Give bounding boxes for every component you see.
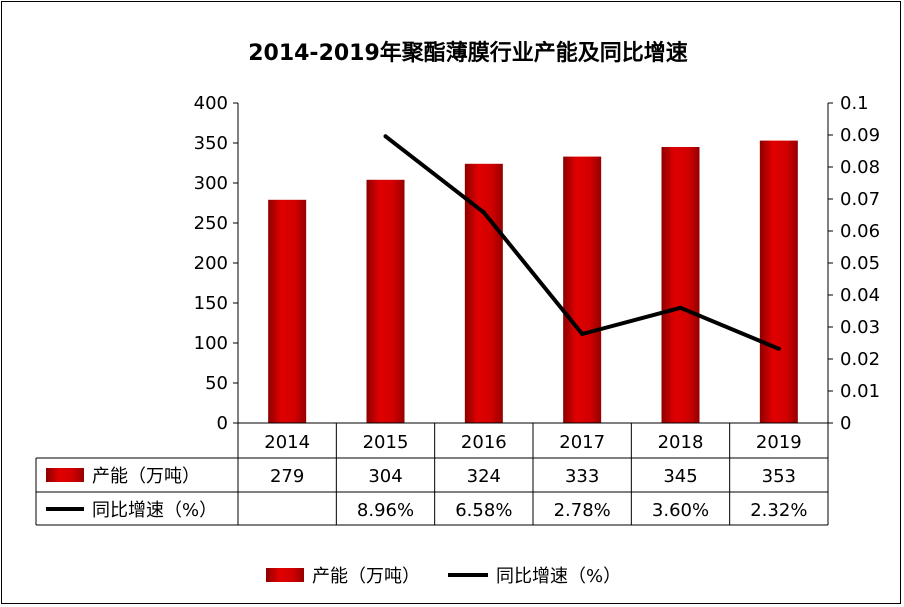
growth-point xyxy=(383,134,388,139)
table-cell: 2.78% xyxy=(554,500,611,521)
bar xyxy=(563,156,602,423)
legend-line-label: 同比增速（%） xyxy=(496,566,621,587)
bar xyxy=(464,163,503,424)
y-right-tick-label: 0.01 xyxy=(840,381,880,402)
y-left-tick-label: 100 xyxy=(194,333,228,354)
y-right-tick-label: 0.03 xyxy=(840,317,880,338)
y-right-tick-label: 0.1 xyxy=(840,93,869,114)
y-left-tick-label: 0 xyxy=(217,413,228,434)
x-tick-label: 2019 xyxy=(756,432,802,453)
y-right-tick-label: 0.05 xyxy=(840,253,880,274)
x-tick-label: 2016 xyxy=(461,432,507,453)
bar xyxy=(759,140,798,423)
table-cell: 333 xyxy=(565,466,599,487)
data-table: 2014 2015 2016 2017 2018 2019 产能（万吨） 279 304 324 3… xyxy=(35,422,829,526)
table-row-label: 产能（万吨） xyxy=(92,466,200,487)
x-tick-label: 2014 xyxy=(264,432,310,453)
bar xyxy=(661,147,700,423)
y-right-tick-label: 0.07 xyxy=(840,189,880,210)
y-left-tick-label: 150 xyxy=(194,293,228,314)
legend-bar-label: 产能（万吨） xyxy=(312,566,420,587)
table-row-label: 同比增速（%） xyxy=(92,500,217,521)
y-left-tick-label: 400 xyxy=(194,93,228,114)
table-cell: 304 xyxy=(368,466,402,487)
growth-point xyxy=(481,210,486,215)
y-right-tick-label: 0.04 xyxy=(840,285,880,306)
growth-point xyxy=(776,346,781,351)
table-cell: 279 xyxy=(270,466,304,487)
x-tick-label: 2015 xyxy=(363,432,409,453)
y-right-tick-label: 0 xyxy=(840,413,851,434)
y-right-tick-label: 0.09 xyxy=(840,125,880,146)
y-left-tick-label: 250 xyxy=(194,213,228,234)
table-cell: 324 xyxy=(467,466,501,487)
growth-point xyxy=(580,332,585,337)
y-right-tick-label: 0.02 xyxy=(840,349,880,370)
legend-bar-key xyxy=(266,568,304,582)
table-bar-key xyxy=(46,468,84,482)
table-cell: 353 xyxy=(762,466,796,487)
chart-title: 2014-2019年聚酯薄膜行业产能及同比增速 xyxy=(248,40,688,66)
y-right-tick-label: 0.08 xyxy=(840,157,880,178)
table-cell: 345 xyxy=(663,466,697,487)
y-left-tick-label: 50 xyxy=(205,373,228,394)
table-cell: 2.32% xyxy=(750,500,807,521)
x-tick-label: 2018 xyxy=(658,432,704,453)
table-cell: 6.58% xyxy=(455,500,512,521)
y-left-tick-label: 350 xyxy=(194,133,228,154)
y-left-tick-label: 200 xyxy=(194,253,228,274)
x-tick-label: 2017 xyxy=(559,432,605,453)
plot-area: 0 50 100 150 200 250 300 350 400 0 0.01 0.02 0.03 0.0… xyxy=(194,93,880,434)
bar xyxy=(268,199,307,423)
growth-point xyxy=(678,305,683,310)
y-right-tick-label: 0.06 xyxy=(840,221,880,242)
legend: 产能（万吨） 同比增速（%） xyxy=(266,566,621,587)
table-cell: 8.96% xyxy=(357,500,414,521)
y-left-tick-label: 300 xyxy=(194,173,228,194)
bar xyxy=(366,179,405,423)
table-cell: 3.60% xyxy=(652,500,709,521)
